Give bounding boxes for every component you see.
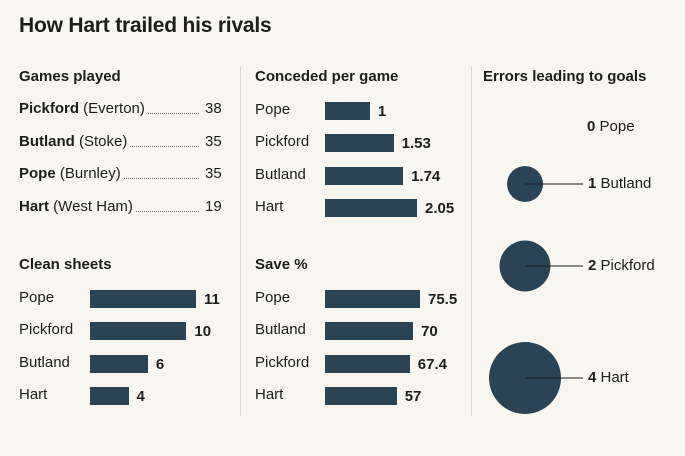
player-club: (Burnley) [55,165,121,182]
category-label: Pope [19,289,55,306]
player-club: (West Ham) [49,198,133,215]
bar [325,355,410,373]
save-pct-title: Save % [255,256,308,273]
error-player: Pope [595,118,635,135]
bar-value-label: 2.05 [425,200,455,217]
category-label: Butland [255,166,306,183]
games-played-row: Hart (West Ham) [19,198,133,216]
player-club: (Everton) [79,100,145,117]
bar-value-label: 57 [404,388,422,405]
error-player: Pickford [596,257,655,274]
bar-value-label: 1 [377,103,387,120]
category-label: Hart [19,386,48,403]
player-name: Pickford [19,100,80,117]
games-played-value: 35 [205,133,222,150]
errors-title: Errors leading to goals [483,68,647,85]
games-played-title: Games played [19,68,121,85]
games-played-value: 38 [205,100,222,117]
bar-value-label: 6 [155,356,165,373]
leader-dots [135,211,199,212]
leader-dots [123,178,199,179]
column-divider [471,66,472,416]
category-label: Butland [255,321,306,338]
player-name: Pope [19,165,56,182]
bar-value-label: 11 [204,291,220,308]
games-played-row: Pickford (Everton) [19,100,145,118]
bar [325,387,397,405]
clean-sheets-title: Clean sheets [19,256,112,273]
bar-value-label: 1.53 [401,135,431,152]
conceded-title: Conceded per game [255,68,399,85]
bar-value-label: 75.5 [428,291,458,308]
bar-value-label: 10 [194,323,212,340]
bar [325,290,420,308]
games-played-row: Pope (Burnley) [19,165,121,183]
column-divider [240,66,241,416]
error-count: 2 [588,257,597,274]
leader-dots [130,146,199,147]
bar-value-label: 67.4 [417,356,447,373]
error-label: 4 Hart [588,369,629,387]
player-name: Butland [19,133,75,150]
bar [325,322,414,340]
bar [325,199,417,217]
bar [90,355,148,373]
bar [325,167,404,185]
player-name: Hart [19,198,50,215]
player-club: (Stoke) [74,133,128,150]
error-player: Butland [596,175,652,192]
bar [90,322,187,340]
category-label: Pickford [255,133,310,150]
bar-value-label: 1.74 [411,168,441,185]
error-count: 4 [588,369,597,386]
category-label: Pickford [255,354,310,371]
bar [325,134,394,152]
bar [90,387,129,405]
games-played-row: Butland (Stoke) [19,133,127,151]
leader-dots [147,113,199,114]
chart-title: How Hart trailed his rivals [19,14,272,37]
error-player: Hart [596,369,629,386]
bar-value-label: 4 [136,388,145,405]
error-count: 1 [588,175,597,192]
error-count: 0 [587,118,596,135]
bar-value-label: 70 [421,323,438,340]
error-label: 1 Butland [588,175,651,193]
bar [90,290,196,308]
category-label: Butland [19,354,70,371]
games-played-value: 35 [205,165,222,182]
category-label: Pickford [19,321,74,338]
category-label: Pope [255,101,291,118]
error-label: 0 Pope [587,118,635,136]
games-played-value: 19 [205,198,222,215]
error-label: 2 Pickford [588,257,655,275]
bar [325,102,370,120]
category-label: Hart [255,386,284,403]
category-label: Pope [255,289,291,306]
category-label: Hart [255,198,284,215]
